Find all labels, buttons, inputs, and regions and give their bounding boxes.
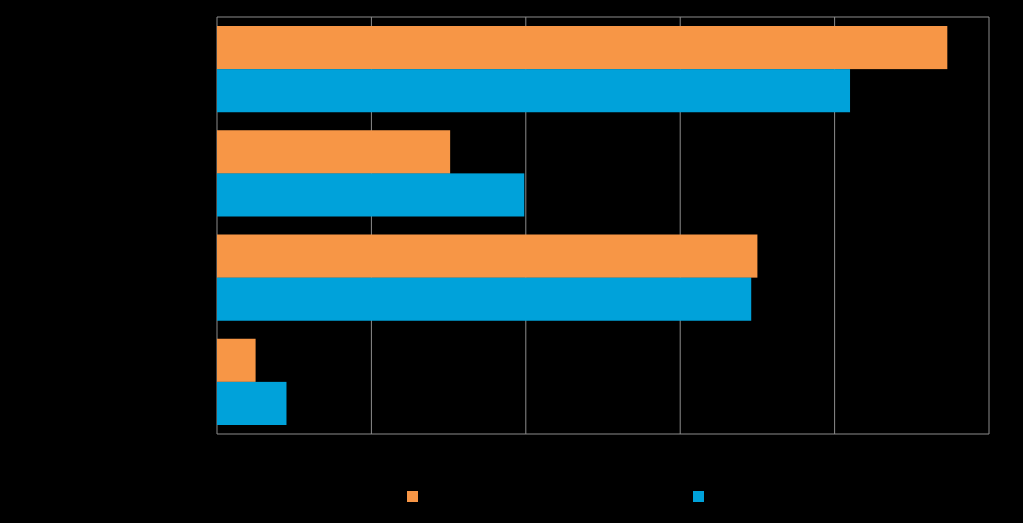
bar — [217, 130, 451, 174]
bar — [217, 381, 287, 425]
legend-swatch — [693, 491, 704, 502]
bar — [217, 69, 851, 113]
bar — [217, 173, 525, 217]
bar — [217, 234, 758, 278]
bar — [217, 277, 752, 321]
bar — [217, 26, 948, 70]
bar — [217, 338, 256, 382]
legend-swatch — [407, 491, 418, 502]
